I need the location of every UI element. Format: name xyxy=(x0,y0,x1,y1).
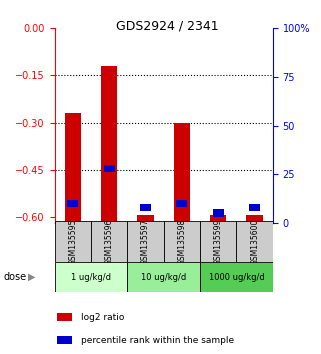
Bar xyxy=(91,221,127,262)
Text: GSM135599: GSM135599 xyxy=(214,218,223,265)
Bar xyxy=(55,221,91,262)
Text: GSM135597: GSM135597 xyxy=(141,218,150,265)
Bar xyxy=(104,165,115,172)
Bar xyxy=(177,200,187,207)
Text: 10 ug/kg/d: 10 ug/kg/d xyxy=(141,273,186,281)
Bar xyxy=(174,122,190,223)
Text: 1 ug/kg/d: 1 ug/kg/d xyxy=(71,273,111,281)
Text: 1000 ug/kg/d: 1000 ug/kg/d xyxy=(209,273,265,281)
Bar xyxy=(57,313,72,321)
Bar xyxy=(67,200,78,207)
Text: ▶: ▶ xyxy=(28,272,36,282)
Bar xyxy=(200,262,273,292)
Bar xyxy=(200,221,237,262)
Bar xyxy=(140,204,151,211)
Bar xyxy=(101,66,117,223)
Bar xyxy=(127,221,164,262)
Bar xyxy=(65,113,81,223)
Text: GDS2924 / 2341: GDS2924 / 2341 xyxy=(116,19,218,33)
Bar xyxy=(55,262,127,292)
Bar xyxy=(127,262,200,292)
Bar xyxy=(247,215,263,223)
Text: log2 ratio: log2 ratio xyxy=(81,313,125,322)
Bar xyxy=(137,215,154,223)
Text: GSM135595: GSM135595 xyxy=(68,218,77,265)
Bar xyxy=(164,221,200,262)
Bar xyxy=(57,336,72,344)
Text: GSM135598: GSM135598 xyxy=(178,218,187,265)
Bar xyxy=(237,221,273,262)
Bar xyxy=(210,215,227,223)
Text: GSM135600: GSM135600 xyxy=(250,218,259,265)
Text: percentile rank within the sample: percentile rank within the sample xyxy=(81,336,234,345)
Text: GSM135596: GSM135596 xyxy=(105,218,114,265)
Bar xyxy=(213,209,224,217)
Text: dose: dose xyxy=(3,272,26,282)
Bar xyxy=(249,204,260,211)
